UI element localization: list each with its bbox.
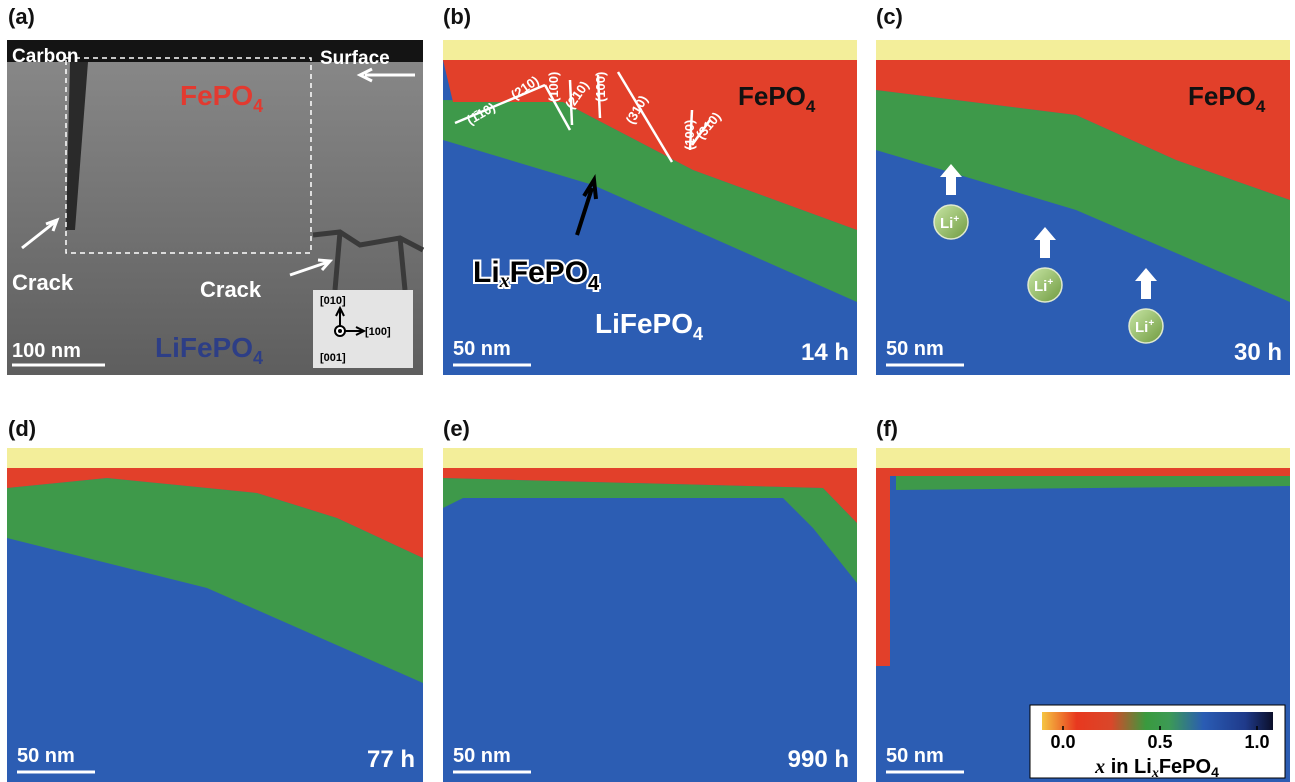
subscript: 4	[253, 348, 263, 368]
panel-label: (e)	[443, 416, 470, 441]
subscript: 4	[588, 273, 600, 295]
label: FePO	[1159, 756, 1211, 778]
plane-label: (100)	[546, 72, 561, 102]
superscript: +	[1148, 318, 1154, 329]
map-yellow	[876, 40, 1290, 60]
label: x	[1094, 756, 1105, 778]
label: LiFePO	[155, 332, 253, 363]
label: LiFePO4	[595, 308, 703, 344]
label: FePO	[738, 81, 806, 111]
label: Carbon	[12, 46, 79, 67]
scale-bar-label: 100 nm	[12, 340, 81, 362]
time-label: 14 h	[801, 339, 849, 366]
map-yellow	[876, 448, 1290, 468]
scale-bar-label: 50 nm	[17, 745, 75, 767]
colorbar-tick-label: 0.5	[1147, 732, 1172, 752]
panel-label: (d)	[8, 416, 36, 441]
colorbar-gradient	[1042, 712, 1273, 730]
panel-label: (a)	[8, 4, 35, 29]
panel-label: (f)	[876, 416, 898, 441]
subscript: x	[1151, 766, 1159, 781]
scale-bar-label: 50 nm	[886, 338, 944, 360]
label: in Li	[1105, 756, 1152, 778]
map-panel-e: 50 nm 990 h	[443, 448, 857, 782]
map-yellow	[7, 448, 423, 468]
panel-label: (c)	[876, 4, 903, 29]
label: FePO	[510, 256, 588, 289]
label: Li	[473, 256, 500, 289]
scale-bar-label: 50 nm	[886, 745, 944, 767]
axes-icon	[338, 329, 342, 333]
time-label: 30 h	[1234, 339, 1282, 366]
scale-bar-label: 50 nm	[453, 338, 511, 360]
panel-a: Carbon Surface FePO4 Crack Crack 100 nm …	[7, 40, 423, 375]
colorbar-tick-label: 1.0	[1244, 732, 1269, 752]
scale-bar-label: 50 nm	[453, 745, 511, 767]
label: FePO4	[1188, 81, 1266, 116]
label: FePO4	[180, 80, 263, 116]
plane-label: (100)	[593, 72, 608, 102]
label: Surface	[320, 48, 390, 69]
axis-label: [100]	[365, 326, 391, 338]
axis-label: [001]	[320, 352, 346, 364]
label: FePO	[180, 80, 253, 111]
panel-label: (b)	[443, 4, 471, 29]
subscript: 4	[806, 97, 816, 116]
label: FePO	[1188, 81, 1256, 111]
superscript: +	[953, 214, 959, 225]
label: Crack	[200, 277, 262, 302]
subscript: 4	[253, 96, 263, 116]
label: LiFePO	[595, 308, 693, 339]
time-label: 990 h	[788, 746, 849, 773]
map-red	[876, 466, 890, 666]
label: Li	[1034, 278, 1047, 295]
subscript: 4	[693, 324, 703, 344]
axis-label: [010]	[320, 295, 346, 307]
figure: (a) (b) (c) (d) (e) (f) Carbon Surface F…	[0, 0, 1295, 782]
subscript: 4	[1211, 764, 1219, 780]
subscript: 4	[1256, 97, 1266, 116]
map-panel-d: 50 nm 77 h	[7, 448, 423, 782]
subscript: x	[499, 270, 510, 292]
colorbar-tick-label: 0.0	[1050, 732, 1075, 752]
label: Crack	[12, 270, 74, 295]
time-label: 77 h	[367, 746, 415, 773]
label: Li	[940, 215, 953, 232]
map-yellow	[443, 448, 857, 468]
map-yellow	[443, 40, 857, 60]
superscript: +	[1047, 277, 1053, 288]
page: (a) (b) (c) (d) (e) (f) Carbon Surface F…	[0, 0, 1295, 782]
label: FePO4	[738, 81, 816, 116]
label: LiFePO4	[155, 332, 263, 368]
label: Li	[1135, 319, 1148, 336]
